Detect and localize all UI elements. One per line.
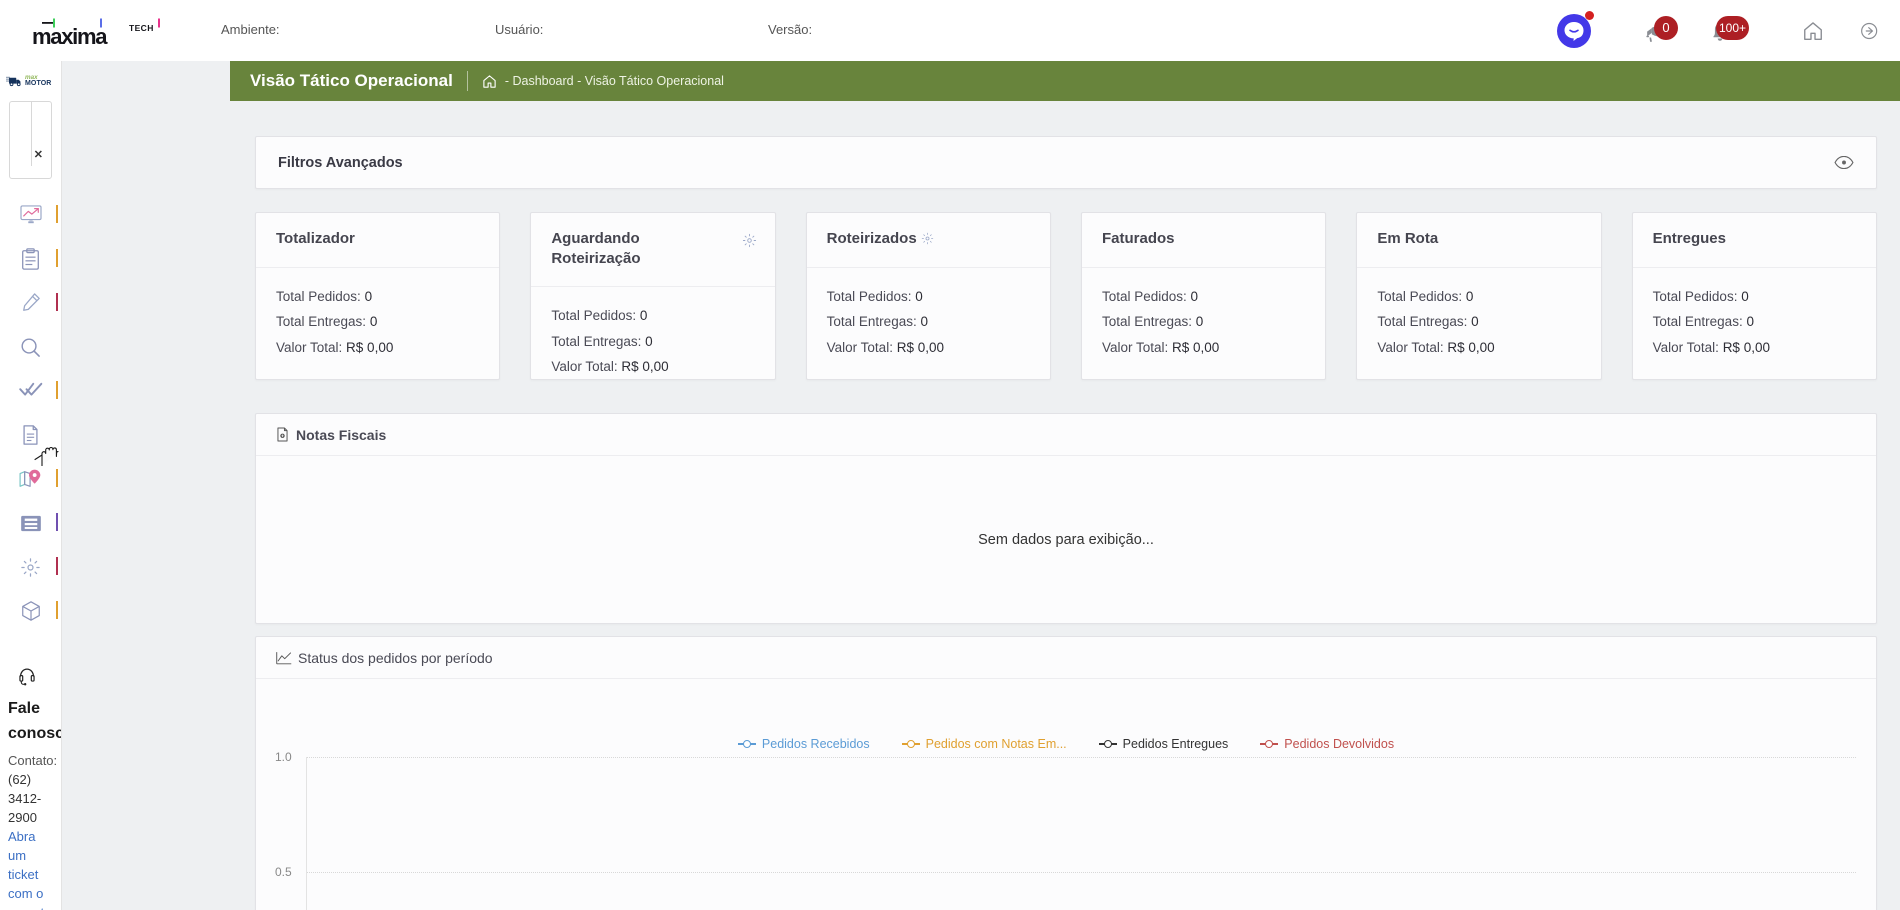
svg-text:maxima: maxima: [32, 24, 108, 49]
svg-text:TECH: TECH: [129, 23, 154, 33]
